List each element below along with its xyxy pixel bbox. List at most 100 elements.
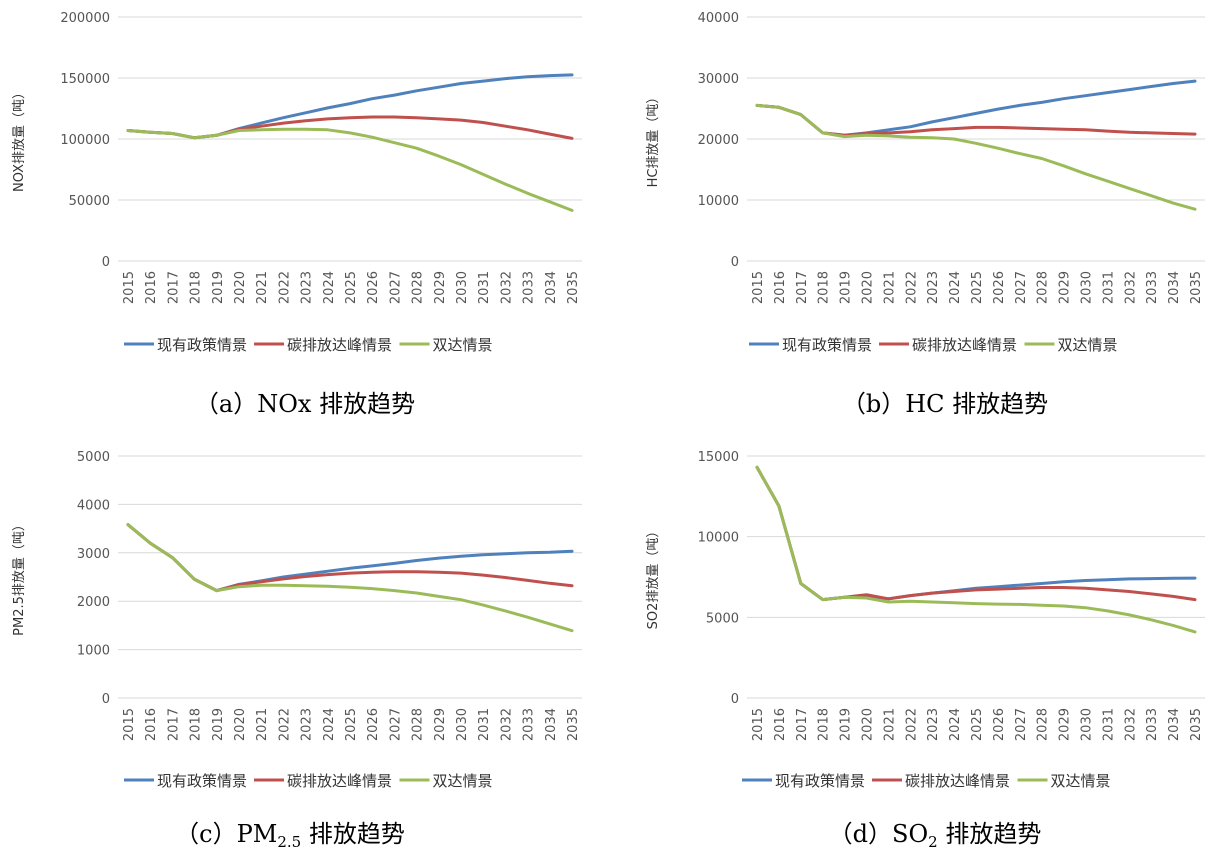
- x-tick-label: 2024: [322, 271, 337, 304]
- x-tick-label: 2029: [433, 708, 448, 741]
- x-tick-label: 2021: [882, 708, 897, 741]
- x-tick-label: 2035: [1189, 271, 1204, 304]
- x-tick-label: 2021: [255, 708, 270, 741]
- legend-label: 现有政策情景: [775, 772, 865, 790]
- x-tick-label: 2032: [499, 708, 514, 741]
- x-tick-label: 2015: [122, 708, 137, 741]
- x-tick-label: 2024: [948, 708, 963, 741]
- chart-caption: （d）SO2 排放趋势: [829, 820, 1042, 851]
- x-tick-label: 2022: [904, 271, 919, 304]
- x-tick-label: 2015: [122, 271, 137, 304]
- chart-caption: （c）PM2.5 排放趋势: [175, 820, 405, 851]
- x-tick-label: 2019: [211, 708, 226, 741]
- x-tick-label: 2027: [388, 271, 403, 304]
- x-tick-label: 2032: [499, 271, 514, 304]
- y-axis-title: PM2.5排放量（吨）: [12, 518, 27, 636]
- y-tick-label: 10000: [698, 531, 739, 546]
- x-tick-label: 2035: [566, 271, 581, 304]
- y-tick-label: 15000: [698, 450, 739, 465]
- x-tick-label: 2016: [144, 708, 159, 741]
- x-tick-label: 2027: [1014, 271, 1029, 304]
- x-tick-label: 2017: [166, 708, 181, 741]
- y-tick-label: 2000: [77, 595, 110, 610]
- y-tick-label: 5000: [706, 611, 739, 626]
- chart-2: 0 1000 2000 3000 4000 5000 2015 2016 2017 2018 201…: [12, 450, 582, 851]
- legend-label: 现有政策情景: [157, 772, 247, 790]
- y-tick-label: 5000: [77, 450, 110, 465]
- x-tick-label: 2015: [751, 708, 766, 741]
- x-tick-label: 2033: [522, 708, 537, 741]
- y-tick-label: 20000: [698, 133, 739, 148]
- x-tick-label: 2030: [455, 708, 470, 741]
- x-tick-label: 2025: [970, 271, 985, 304]
- x-tick-label: 2025: [344, 271, 359, 304]
- chart-caption: （b）HC 排放趋势: [842, 390, 1048, 418]
- chart-3: 0 5000 10000 15000 2015 2016 2017 2018 2019 2020 2…: [646, 450, 1205, 851]
- legend-label: 现有政策情景: [782, 336, 872, 354]
- y-tick-label: 200000: [60, 11, 110, 26]
- x-tick-label: 2023: [300, 271, 315, 304]
- chart-caption: （a）NOx 排放趋势: [195, 390, 415, 418]
- x-tick-label: 2018: [817, 708, 832, 741]
- x-tick-label: 2025: [970, 708, 985, 741]
- x-tick-label: 2023: [926, 271, 941, 304]
- x-tick-label: 2032: [1123, 271, 1138, 304]
- x-tick-label: 2031: [1101, 271, 1116, 304]
- legend-label: 双达情景: [433, 336, 493, 354]
- y-tick-label: 150000: [60, 72, 110, 87]
- y-tick-label: 3000: [77, 547, 110, 562]
- x-tick-label: 2015: [751, 271, 766, 304]
- x-tick-label: 2034: [1167, 271, 1182, 304]
- caption-main: （c）PM: [175, 820, 277, 848]
- y-tick-label: 30000: [698, 72, 739, 87]
- x-tick-label: 2027: [388, 708, 403, 741]
- x-tick-label: 2016: [773, 271, 788, 304]
- series-line-2: [755, 465, 1197, 634]
- legend-label: 碳排放达峰情景: [287, 336, 392, 354]
- x-tick-label: 2017: [795, 271, 810, 304]
- x-tick-label: 2031: [1101, 708, 1116, 741]
- x-tick-label: 2020: [233, 271, 248, 304]
- x-tick-label: 2017: [795, 708, 810, 741]
- y-axis-title: SO2排放量（吨）: [646, 525, 661, 630]
- x-tick-label: 2030: [1080, 708, 1095, 741]
- legend-label: 双达情景: [433, 772, 493, 790]
- x-tick-label: 2020: [861, 271, 876, 304]
- y-axis-title: HC排放量（吨）: [646, 91, 661, 188]
- x-tick-label: 2022: [277, 708, 292, 741]
- x-tick-label: 2016: [773, 708, 788, 741]
- caption-subscript: 2: [928, 833, 938, 851]
- x-tick-label: 2033: [1145, 708, 1160, 741]
- x-tick-label: 2028: [411, 271, 426, 304]
- y-tick-label: 0: [731, 692, 739, 707]
- y-tick-label: 4000: [77, 498, 110, 513]
- legend-label: 碳排放达峰情景: [287, 772, 392, 790]
- x-tick-label: 2024: [948, 271, 963, 304]
- x-tick-label: 2028: [411, 708, 426, 741]
- x-tick-label: 2035: [1189, 708, 1204, 741]
- legend-label: 碳排放达峰情景: [912, 336, 1017, 354]
- x-tick-label: 2019: [839, 708, 854, 741]
- caption-tail: 排放趋势: [301, 820, 405, 848]
- x-tick-label: 2029: [433, 271, 448, 304]
- x-tick-label: 2022: [277, 271, 292, 304]
- x-tick-label: 2027: [1014, 708, 1029, 741]
- x-tick-label: 2030: [1080, 271, 1095, 304]
- x-tick-label: 2034: [1167, 708, 1182, 741]
- x-tick-label: 2031: [477, 271, 492, 304]
- x-tick-label: 2026: [366, 271, 381, 304]
- series-line-0: [126, 73, 574, 140]
- caption-main: （d）SO: [829, 820, 928, 848]
- x-tick-label: 2024: [322, 708, 337, 741]
- x-tick-label: 2017: [166, 271, 181, 304]
- x-tick-label: 2018: [189, 708, 204, 741]
- x-tick-label: 2016: [144, 271, 159, 304]
- x-tick-label: 2034: [544, 271, 559, 304]
- y-tick-label: 0: [731, 255, 739, 270]
- x-tick-label: 2033: [522, 271, 537, 304]
- legend-label: 双达情景: [1051, 772, 1111, 790]
- y-tick-label: 0: [102, 692, 110, 707]
- x-tick-label: 2028: [1036, 271, 1051, 304]
- y-axis-title: NOX排放量（吨）: [12, 86, 27, 192]
